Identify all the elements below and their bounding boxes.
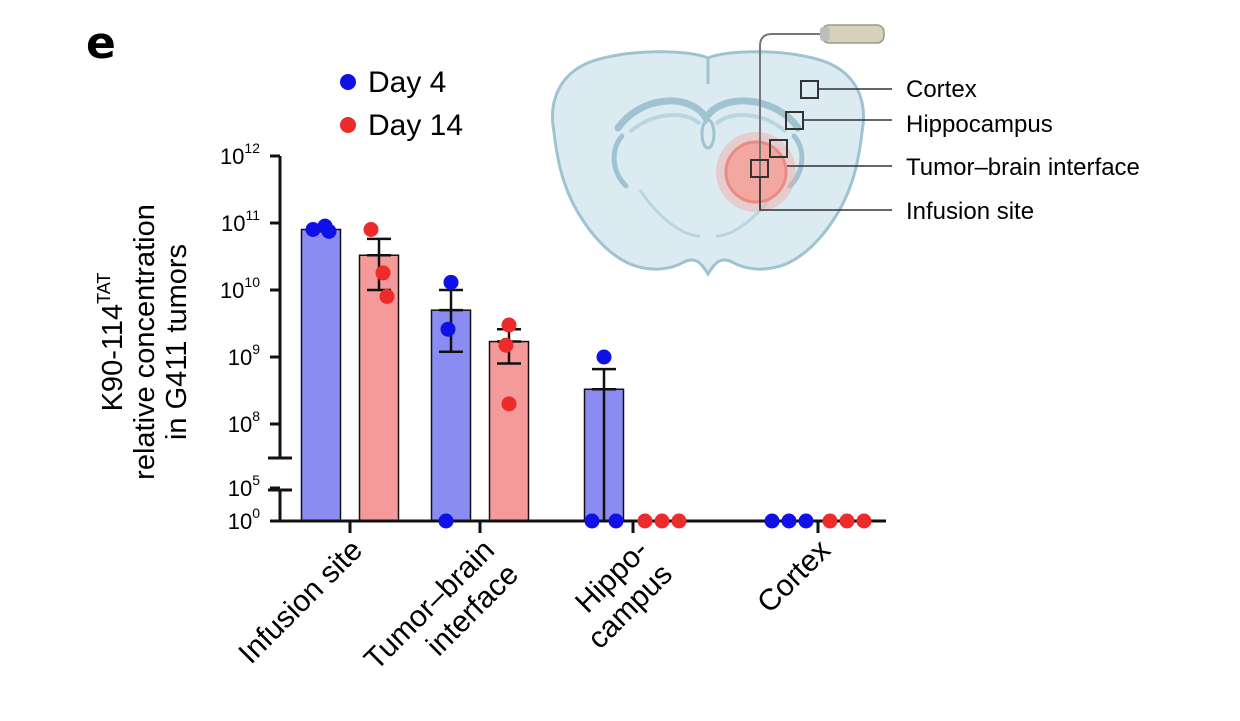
cortex-label: Cortex — [906, 76, 977, 103]
data-point — [798, 513, 814, 529]
data-point — [440, 321, 456, 337]
data-point — [654, 513, 670, 529]
data-point — [363, 221, 379, 237]
corpus-callosum — [614, 97, 802, 132]
brain-schematic: Cortex Hippocampus Tumor–brain interface… — [551, 24, 1140, 277]
x-category-label: Cortex — [751, 534, 837, 620]
y-tick-label: 100 — [228, 505, 260, 534]
left-ventricle — [628, 113, 702, 134]
data-point — [856, 513, 872, 529]
data-point — [375, 265, 391, 281]
hippocampus-label: Hippocampus — [906, 111, 1053, 138]
x-category-label: Tumor–braininterface — [358, 534, 525, 701]
left-hippocampus — [611, 133, 629, 189]
legend-label: Day 4 — [368, 66, 446, 99]
y-tick-label: 1011 — [221, 207, 260, 236]
bar — [300, 228, 342, 522]
data-point — [608, 513, 624, 529]
bar — [488, 340, 530, 522]
data-point — [438, 513, 454, 529]
infusion-pump — [821, 24, 885, 44]
infusion-site-label: Infusion site — [906, 198, 1034, 225]
y-axis-label: K90-114TAT relative concentrationin G411 … — [94, 204, 193, 480]
data-point — [671, 513, 687, 529]
data-point — [637, 513, 653, 529]
data-point — [501, 396, 517, 412]
data-point — [822, 513, 838, 529]
legend-label: Day 14 — [368, 109, 463, 142]
y-tick-label: 1010 — [220, 274, 260, 303]
data-point — [781, 513, 797, 529]
data-point — [498, 337, 514, 353]
third-ventricle — [700, 118, 716, 150]
data-point — [501, 317, 517, 333]
y-tick-label: 109 — [228, 341, 260, 370]
right-hippocampus — [787, 133, 805, 189]
y-tick-label: 108 — [228, 408, 260, 437]
x-category-label: Hippo-campus — [557, 534, 679, 656]
data-point — [764, 513, 780, 529]
infusion-pump-cap — [820, 27, 830, 41]
infusion-tubing — [759, 33, 824, 210]
legend-marker — [340, 117, 356, 133]
data-point — [584, 513, 600, 529]
tumor-interface-label: Tumor–brain interface — [906, 154, 1140, 181]
data-point — [596, 349, 612, 365]
y-tick-label: 105 — [228, 472, 260, 501]
x-category-label: Infusion site — [232, 534, 369, 671]
data-point — [379, 288, 395, 304]
data-point — [443, 274, 459, 290]
data-point — [839, 513, 855, 529]
tumor-interface-box — [769, 139, 788, 158]
legend-marker — [340, 74, 356, 90]
y-tick-label: 1012 — [220, 140, 260, 169]
left-lobe-contour — [638, 189, 701, 238]
tumor — [724, 140, 788, 204]
panel-letter: e — [86, 18, 116, 69]
infusion-site-leader — [759, 177, 892, 211]
data-point — [305, 221, 321, 237]
data-point — [321, 223, 337, 239]
right-ventricle — [714, 113, 788, 134]
brain-section — [551, 50, 865, 277]
